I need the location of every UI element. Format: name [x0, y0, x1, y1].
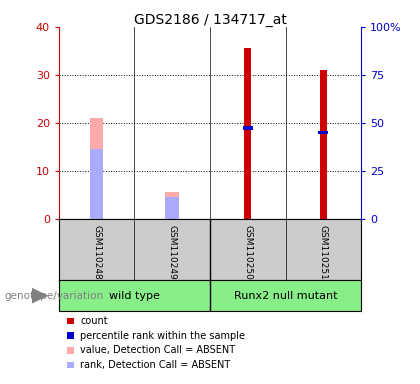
Bar: [318, 131, 328, 134]
Text: GSM110248: GSM110248: [92, 225, 101, 280]
Text: percentile rank within the sample: percentile rank within the sample: [80, 331, 245, 341]
Polygon shape: [32, 288, 48, 304]
Text: GSM110249: GSM110249: [168, 225, 177, 280]
Text: GSM110251: GSM110251: [319, 225, 328, 280]
Bar: [243, 126, 253, 129]
Bar: [165, 192, 179, 219]
Bar: [90, 118, 103, 219]
Bar: [165, 197, 179, 219]
Text: rank, Detection Call = ABSENT: rank, Detection Call = ABSENT: [80, 360, 231, 370]
Text: GDS2186 / 134717_at: GDS2186 / 134717_at: [134, 13, 286, 27]
Bar: [90, 149, 103, 219]
Bar: [244, 48, 251, 219]
Text: value, Detection Call = ABSENT: value, Detection Call = ABSENT: [80, 345, 235, 355]
Text: GSM110250: GSM110250: [243, 225, 252, 280]
Bar: [320, 70, 327, 219]
Text: count: count: [80, 316, 108, 326]
Text: genotype/variation: genotype/variation: [4, 291, 103, 301]
Text: wild type: wild type: [109, 291, 160, 301]
Text: Runx2 null mutant: Runx2 null mutant: [234, 291, 337, 301]
